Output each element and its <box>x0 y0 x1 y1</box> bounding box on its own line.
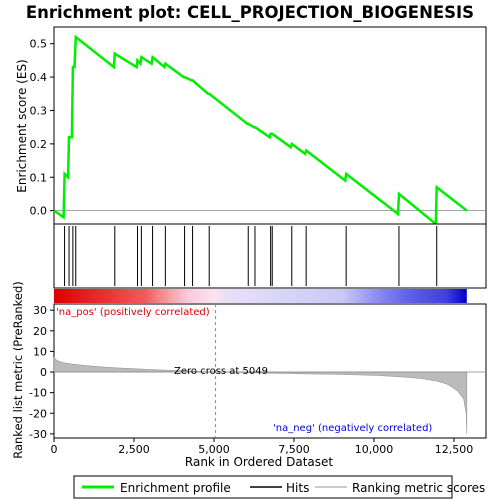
es-y-tick-label: 0.5 <box>30 38 48 51</box>
metric-y-tick-label: -10 <box>29 387 47 400</box>
negative-correlation-label: 'na_neg' (negatively correlated) <box>273 423 432 434</box>
positive-correlation-label: 'na_pos' (positively correlated) <box>56 307 210 318</box>
rank-x-tick-label: 10,000 <box>355 443 394 456</box>
metric-y-tick-label: -30 <box>29 428 47 441</box>
legend-label-ranking: Ranking metric scores <box>352 481 485 495</box>
metric-axis-label: Ranked list metric (PreRanked) <box>11 281 25 459</box>
zero-cross-label: Zero cross at 5049 <box>174 366 268 377</box>
hits-panel <box>53 223 487 303</box>
es-axis-label: Enrichment score (ES) <box>15 59 29 192</box>
enrichment-score-panel: 0.0 0.1 0.2 0.3 0.4 0.5 Enrichment score (ES) <box>15 26 487 227</box>
rank-x-tick-label: 2,500 <box>118 443 150 456</box>
rank-x-tick-label: 12,500 <box>435 443 474 456</box>
ranking-metric-area <box>53 356 468 434</box>
legend-label-enrichment: Enrichment profile <box>120 481 231 495</box>
es-y-tick-label: 0.2 <box>30 138 48 151</box>
chart-title: Enrichment plot: CELL_PROJECTION_BIOGENE… <box>26 3 474 22</box>
legend-label-hits: Hits <box>286 481 309 495</box>
hits-frame <box>53 223 487 289</box>
es-y-tick-label: 0.1 <box>30 171 48 184</box>
rank-x-tick-label: 5,000 <box>198 443 230 456</box>
metric-y-tick-label: 30 <box>33 304 47 317</box>
rank-x-tick-label: 0 <box>51 443 58 456</box>
rank-x-tick-label: 7,500 <box>278 443 310 456</box>
es-y-tick-label: 0.3 <box>30 104 48 117</box>
metric-y-tick-label: 10 <box>33 345 47 358</box>
legend: Enrichment profile Hits Ranking metric s… <box>73 475 485 499</box>
es-y-tick-label: 0.0 <box>30 205 48 218</box>
es-y-tick-label: 0.4 <box>30 71 48 84</box>
metric-y-tick-label: -20 <box>29 407 47 420</box>
rank-axis-label: Rank in Ordered Dataset <box>185 455 333 469</box>
metric-y-tick-label: 20 <box>33 325 47 338</box>
ranking-metric-panel: 30 20 10 0 -10 -20 -30 0 2,500 5,000 7,500 10,000 12… <box>11 281 487 469</box>
rank-gradient-bar <box>54 289 467 303</box>
enrichment-profile-line <box>53 34 468 227</box>
metric-y-tick-label: 0 <box>40 366 47 379</box>
